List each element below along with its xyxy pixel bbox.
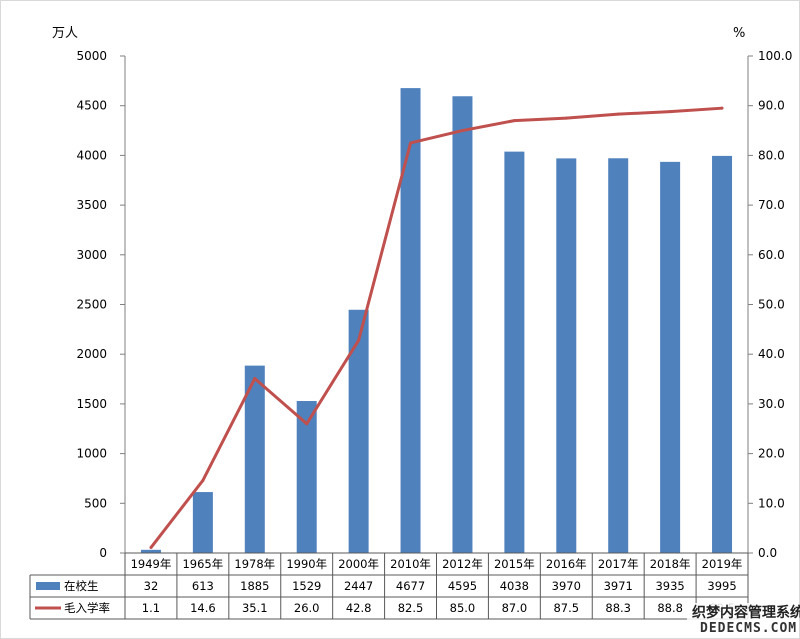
bar [556,158,577,553]
right-tick-label: 70.0 [758,198,785,212]
left-tick-label: 1500 [76,397,107,411]
left-tick-label: 1000 [76,447,107,461]
table-value: 32 [144,579,159,593]
category-label: 2015年 [494,557,535,571]
legend-key-bar [36,582,60,590]
bar [140,549,161,553]
bar [296,401,317,553]
left-axis-ticks: 0 500 1000 1500 2000 2500 3000 3500 4000 4500 5000 [76,49,107,560]
line-point [409,141,413,145]
right-tick-label: 100.0 [758,49,792,63]
category-label: 2012年 [442,557,483,571]
right-axis-unit: % [733,26,745,41]
right-tick-label: 90.0 [758,99,785,113]
line-series [149,106,724,550]
category-label: 1978年 [234,557,275,571]
table-value: 613 [192,579,214,593]
watermark-line1: 织梦内容管理系统 [692,604,800,621]
left-tick-label: 2500 [76,298,107,312]
right-tick-label: 10.0 [758,496,785,510]
left-axis-unit: 万人 [52,26,78,41]
bar [452,96,473,553]
right-tick-label: 20.0 [758,447,785,461]
line-point [720,106,724,110]
category-label: 2016年 [546,557,587,571]
line-point [149,546,153,550]
table-value: 3971 [604,579,633,593]
data-table: 1949年 1965年 1978年 1990年 2000年 2010年 2012年 2015年… [29,552,749,620]
right-tick-label: 30.0 [758,397,785,411]
table-value: 14.6 [190,601,216,615]
line-point [668,110,672,114]
bar-series [140,88,733,553]
bar [504,151,525,553]
table-value: 3995 [707,579,736,593]
line-point [616,112,620,116]
bar [192,492,213,553]
category-label: 1949年 [131,557,172,571]
table-value: 4677 [396,579,425,593]
line-point [357,338,361,342]
right-tick-label: 40.0 [758,347,785,361]
left-tick-label: 5000 [76,49,107,63]
bar [660,161,681,553]
category-label: 2017年 [598,557,639,571]
right-axis-ticks: 0.0 10.0 20.0 30.0 40.0 50.0 60.0 70.0 80.0 90.0 1… [758,49,792,560]
right-tick-label: 50.0 [758,298,785,312]
bar [608,158,629,553]
bar [400,88,421,553]
line-point [460,129,464,133]
table-value: 26.0 [294,601,320,615]
table-value: 35.1 [242,601,268,615]
left-tick-label: 3500 [76,198,107,212]
left-tick-label: 2000 [76,347,107,361]
category-label: 1965年 [182,557,223,571]
watermark-line2: DEDECMS.COM [700,621,797,636]
rate-line [149,106,723,549]
category-label: 1990年 [286,557,327,571]
legend-label: 在校生 [64,579,99,593]
left-tick-label: 0 [99,546,107,560]
right-tick-label: 80.0 [758,148,785,162]
right-tick-label: 0.0 [758,546,777,560]
table-value: 4595 [448,579,477,593]
category-label: 2010年 [390,557,431,571]
category-label: 2019年 [702,557,743,571]
table-value: 42.8 [346,601,372,615]
table-value: 3935 [655,579,684,593]
table-value: 3970 [552,579,581,593]
right-tick-label: 60.0 [758,248,785,262]
bar [348,309,369,553]
table-value: 88.8 [657,601,683,615]
table-value: 1885 [240,579,269,593]
left-tick-label: 4500 [76,99,107,113]
table-value: 1.1 [142,601,160,615]
bar [244,365,265,553]
table-value: 85.0 [450,601,476,615]
table-value: 2447 [344,579,373,593]
table-value: 87.5 [553,601,579,615]
table-value: 87.0 [502,601,528,615]
line-point [564,116,568,120]
line-point [305,422,309,426]
category-label: 2018年 [650,557,691,571]
axes [120,55,753,554]
left-tick-label: 4000 [76,148,107,162]
table-value: 4038 [500,579,529,593]
left-tick-label: 3000 [76,248,107,262]
table-value: 88.3 [605,601,631,615]
watermark: 织梦内容管理系统 DEDECMS.COM [687,603,800,636]
table-value: 82.5 [398,601,424,615]
bar [712,155,733,553]
table-value: 1529 [292,579,321,593]
line-point [253,377,257,381]
left-tick-label: 500 [84,496,107,510]
legend-label: 毛入学率 [64,601,110,615]
line-point [201,478,205,482]
line-point [512,119,516,123]
category-label: 2000年 [338,557,379,571]
